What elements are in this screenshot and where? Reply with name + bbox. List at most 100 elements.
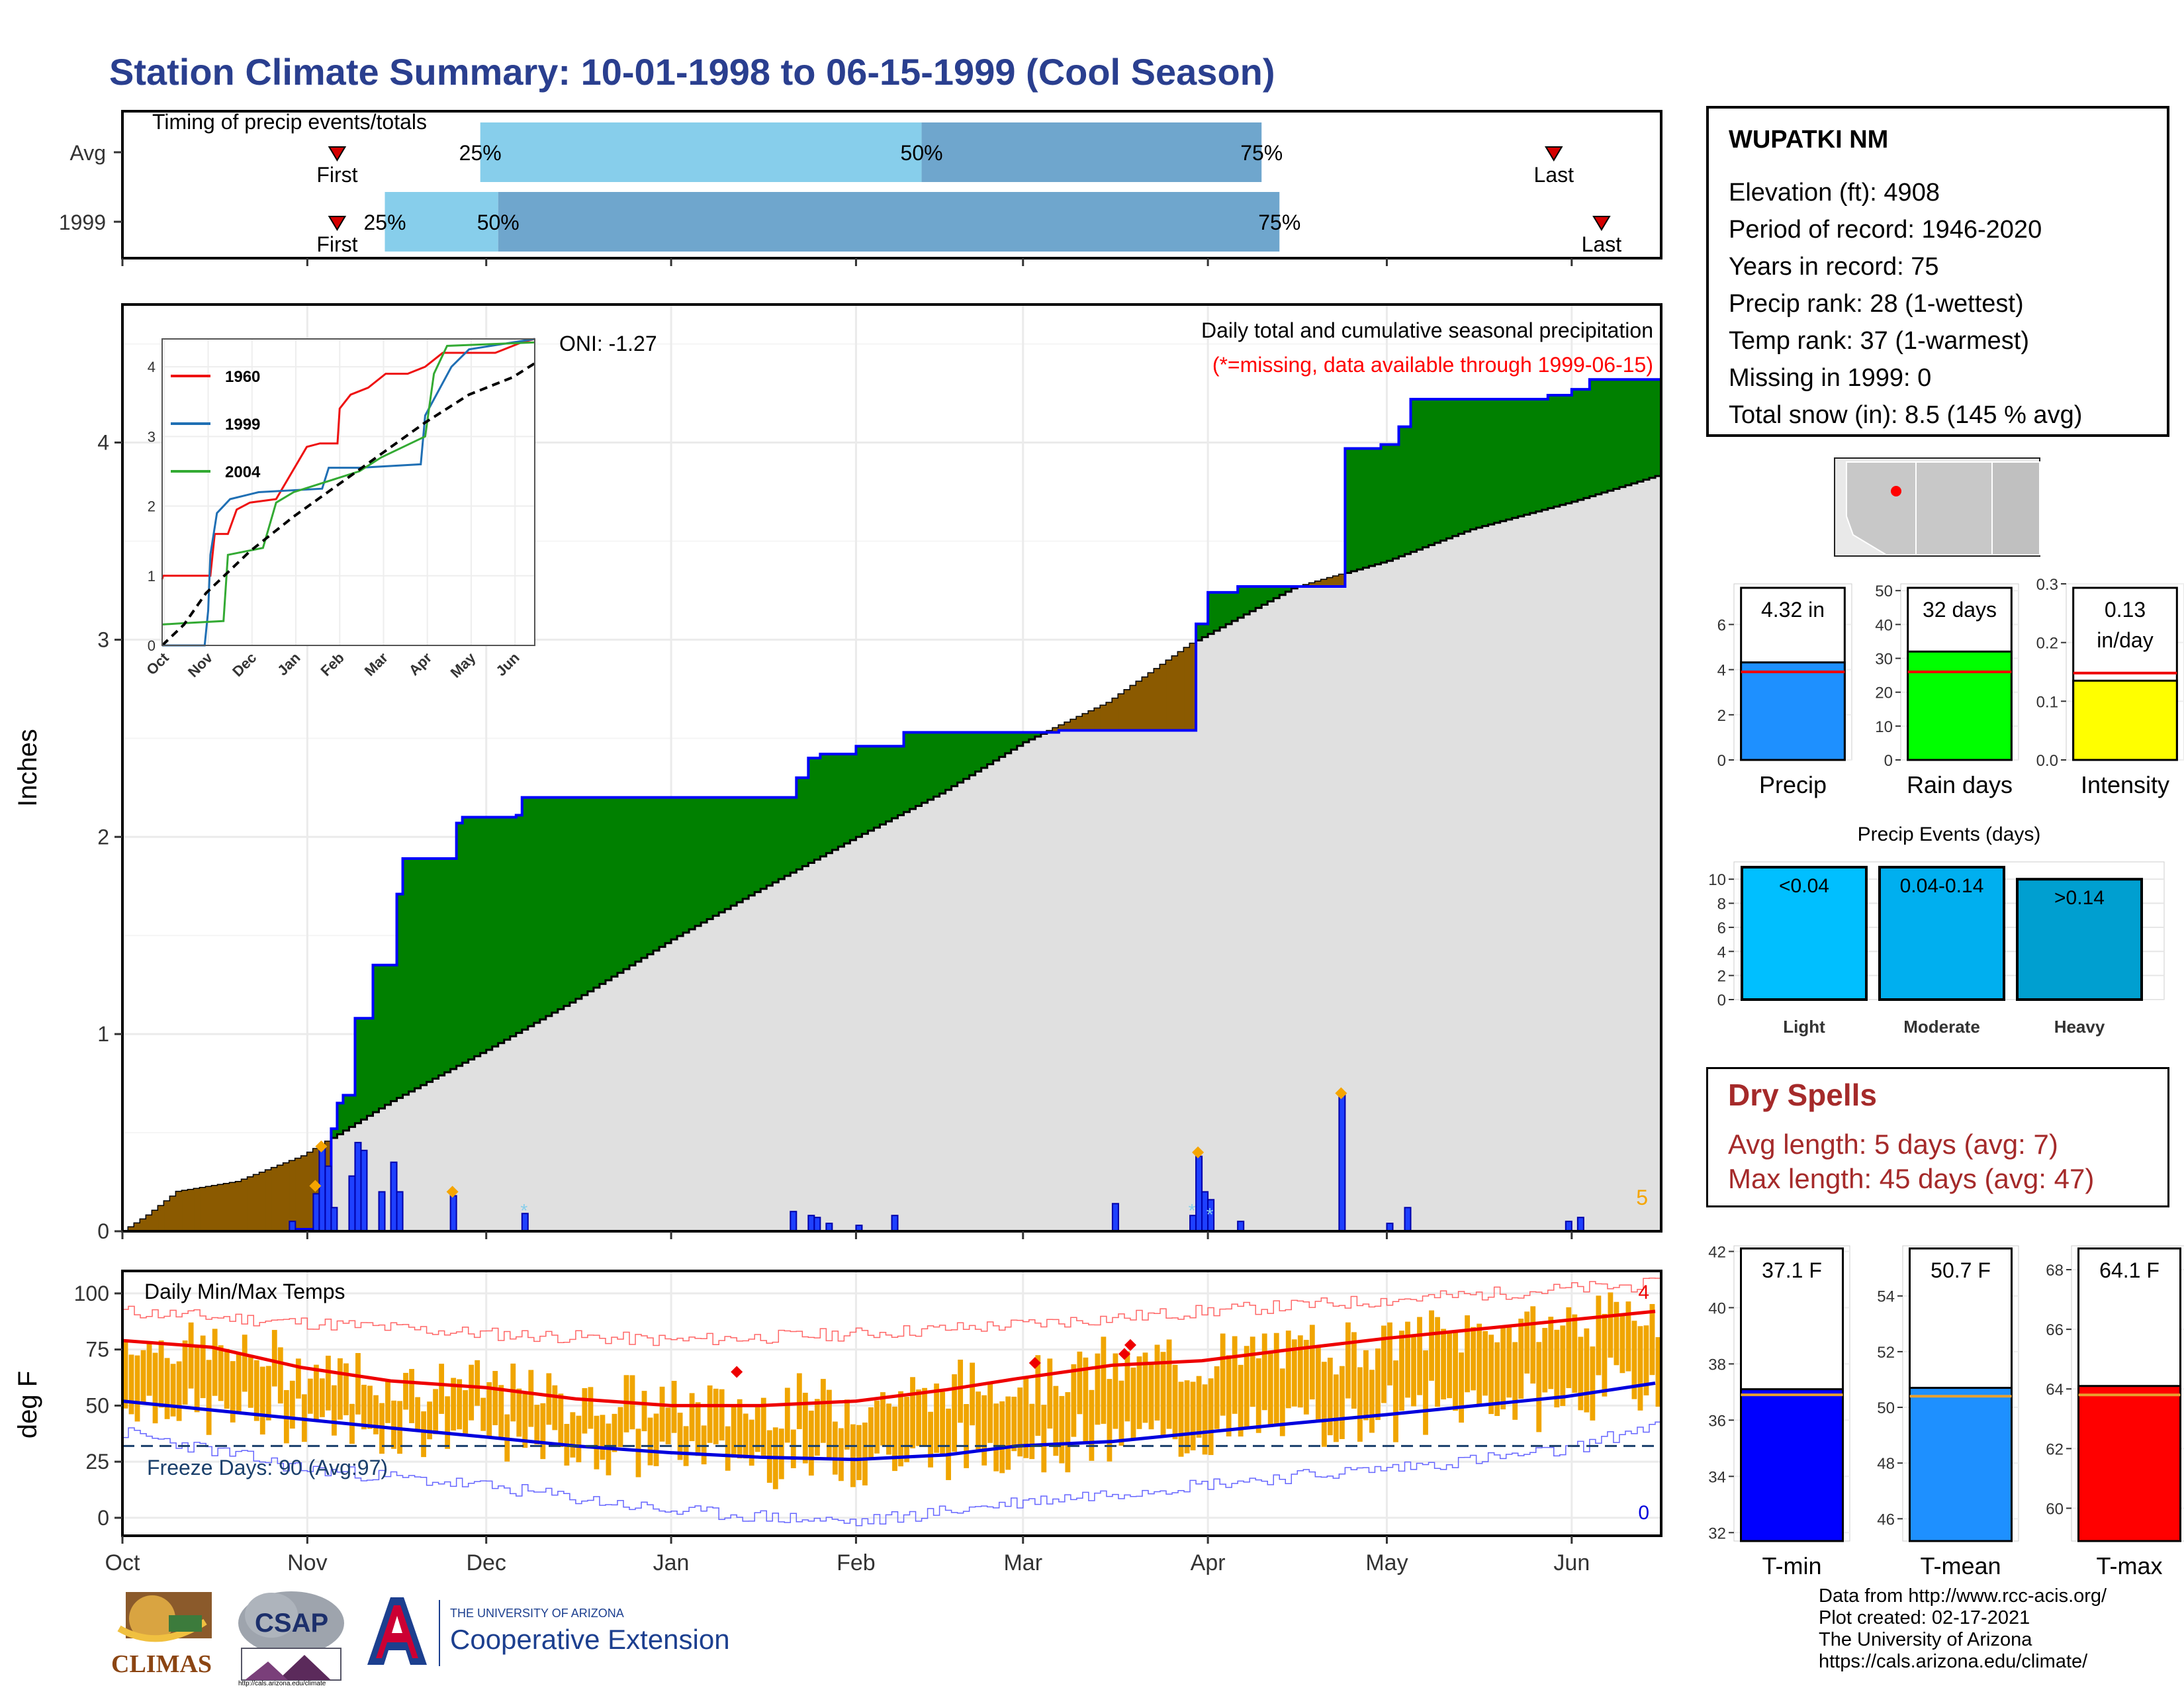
daily-temp-bar (749, 1419, 754, 1466)
daily-temp-bar (1059, 1395, 1065, 1464)
daily-temp-bar (946, 1408, 952, 1480)
precip-below-avg-fill (248, 1177, 254, 1231)
precip-above-avg-fill (444, 859, 451, 1072)
footer-line: Data from http://www.rcc-acis.org/ (1819, 1585, 2107, 1607)
daily-temp-bar (1095, 1353, 1101, 1425)
daily-temp-bar (874, 1400, 880, 1454)
daily-temp-bar (1226, 1355, 1232, 1436)
precip-above-avg-fill (778, 797, 785, 880)
temp-x-tick-label: Feb (837, 1550, 876, 1575)
daily-temp-bar (880, 1392, 886, 1446)
precip-above-avg-fill (1392, 444, 1400, 559)
timing-label: Timing of precip events/totals (152, 110, 427, 134)
precip-above-avg-fill (1565, 395, 1572, 504)
precip-above-avg-fill (1244, 586, 1250, 615)
precip-above-avg-fill (1285, 586, 1292, 592)
precip-below-avg-fill (295, 1158, 302, 1230)
daily-temp-bar (1560, 1325, 1566, 1406)
precip-above-avg-fill (1589, 379, 1596, 496)
precip-below-avg-fill (1327, 578, 1334, 586)
events-y-tick-label: 4 (1717, 943, 1726, 961)
precip-above-avg-fill (886, 746, 893, 821)
daily-temp-bar (1303, 1340, 1309, 1415)
daily-temp-bar (1411, 1336, 1416, 1407)
daily-precip-bar (1565, 1221, 1572, 1232)
ua-divider (439, 1600, 440, 1666)
daily-temp-bar (1643, 1325, 1649, 1395)
event-range-label: <0.04 (1779, 875, 1829, 897)
daily-temp-bar (540, 1403, 546, 1460)
daily-temp-bar (1011, 1396, 1017, 1452)
temp-x-tick-label: Apr (1191, 1550, 1226, 1575)
daily-temp-bar (463, 1390, 469, 1436)
temp-x-tick-label: Dec (466, 1550, 506, 1575)
daily-temp-bar (361, 1384, 367, 1430)
precip-below-avg-fill (1315, 581, 1322, 586)
precip-above-avg-fill (790, 797, 797, 873)
daily-temp-bar (248, 1356, 253, 1408)
daily-temp-bar (1441, 1329, 1446, 1400)
daily-temp-bar (582, 1388, 588, 1434)
daily-temp-bar (796, 1373, 802, 1429)
summary-bar-label: T-min (1762, 1552, 1822, 1579)
precip-below-avg-fill (200, 1188, 206, 1231)
precip-above-avg-fill (832, 754, 839, 850)
summary-bar-label: Rain days (1907, 771, 2013, 798)
daily-temp-bar (212, 1329, 218, 1396)
precip-above-avg-fill (880, 746, 887, 825)
precip-above-avg-fill (1625, 379, 1632, 485)
event-bar (2016, 878, 2143, 1001)
precip-above-avg-fill (504, 817, 511, 1040)
precip-y-tick-label: 2 (97, 825, 109, 849)
daily-temp-bar (146, 1342, 152, 1396)
summary-bar (1740, 1388, 1844, 1542)
daily-temp-bar (1351, 1332, 1357, 1409)
precip-above-avg-fill (1619, 379, 1626, 487)
daily-temp-bar (1423, 1350, 1428, 1435)
ua-block-a-icon (367, 1597, 427, 1665)
daily-precip-bar (1338, 1092, 1346, 1233)
precip-above-avg-fill (784, 797, 791, 876)
precip-below-avg-fill (1100, 705, 1107, 731)
precip-above-avg-fill (915, 732, 923, 806)
daily-temp-bar (451, 1378, 457, 1431)
precip-below-avg-fill (1160, 665, 1167, 731)
dry-spells-max: Max length: 45 days (avg: 47) (1728, 1163, 2095, 1194)
daily-temp-bar (850, 1424, 856, 1487)
precip-above-avg-fill (367, 1018, 374, 1116)
timing-bar-q50-q75 (498, 192, 1280, 252)
station-info-line: Missing in 1999: 0 (1729, 364, 1932, 392)
precip-observed-line (122, 378, 1661, 1233)
daily-temp-bar (439, 1364, 445, 1414)
precip-below-avg-fill (1052, 728, 1060, 733)
precip-above-avg-fill (719, 797, 725, 913)
precip-above-avg-fill (891, 746, 899, 819)
precip-above-avg-fill (1553, 395, 1561, 507)
precip-above-avg-fill (1226, 592, 1232, 624)
daily-temp-bar (391, 1400, 396, 1449)
daily-precip-bar (1576, 1217, 1584, 1232)
timing-last-label: Last (1582, 232, 1622, 256)
daily-temp-bar (999, 1401, 1005, 1474)
daily-temp-bar (922, 1387, 927, 1446)
summary-bar-label: T-mean (1920, 1552, 2001, 1579)
summary-y-tick-label: 40 (1875, 616, 1893, 634)
daily-temp-bar (546, 1373, 552, 1425)
temp-chart: 0 25 50 75 100 Oct Nov Dec Jan Feb Mar Apr May Jun deg… (13, 1270, 1662, 1575)
snow-marker (1335, 1087, 1347, 1100)
precip-above-avg-fill (1357, 448, 1364, 570)
precip-above-avg-fill (1422, 399, 1430, 547)
daily-temp-bar (892, 1406, 897, 1472)
summary-y-tick-label: 0.0 (2036, 752, 2058, 770)
precip-above-avg-fill (593, 797, 600, 988)
precip-above-avg-fill (1232, 592, 1238, 621)
daily-temp-bar (307, 1378, 313, 1414)
dry-spells-box: Dry Spells Avg length: 5 days (avg: 7) M… (1706, 1067, 2169, 1207)
timing-q75-label: 75% (1240, 141, 1283, 165)
inset-y-tick-label: 0 (148, 637, 156, 654)
precip-below-avg-fill (259, 1172, 266, 1231)
precip-above-avg-fill (1250, 586, 1256, 612)
precip-below-avg-fill (1136, 681, 1143, 731)
precip-above-avg-fill (1446, 399, 1453, 539)
csap-logo: CSAP http://cals.arizona.edu/climate (232, 1589, 351, 1687)
